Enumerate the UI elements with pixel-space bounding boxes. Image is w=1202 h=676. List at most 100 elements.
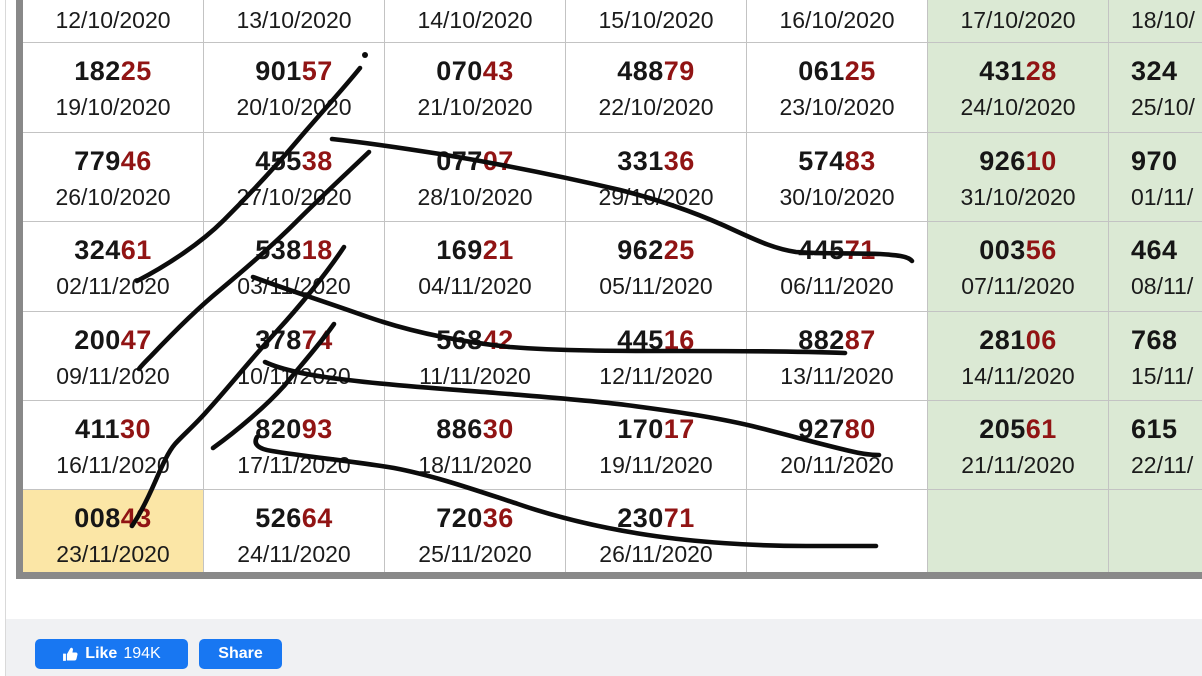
cell-date: 30/10/2020 <box>779 184 895 210</box>
cell-date: 23/10/2020 <box>779 94 895 120</box>
number-black-part: 970 <box>1131 146 1178 176</box>
number-black-part: 720 <box>436 503 483 533</box>
lottery-number: 07043 <box>385 56 565 86</box>
lottery-number: 44516 <box>566 325 746 355</box>
number-red-part: 43 <box>120 503 152 533</box>
lottery-number: 23071 <box>566 503 746 533</box>
lottery-number: 970 <box>1131 146 1202 176</box>
table-cell: 90157 20/10/2020 <box>204 43 385 133</box>
lottery-number: 77946 <box>23 146 203 176</box>
number-black-part: 331 <box>617 146 664 176</box>
cell-date: 26/11/2020 <box>599 541 713 567</box>
cell-date: 12/11/2020 <box>599 363 713 389</box>
table-cell: 57483 30/10/2020 <box>747 133 928 222</box>
cell-date: 18/11/2020 <box>418 452 532 478</box>
cell-date: 27/10/2020 <box>236 184 352 210</box>
number-red-part: 28 <box>1025 56 1057 86</box>
table-cell: 20047 09/11/2020 <box>23 312 204 401</box>
number-black-part: 901 <box>255 56 302 86</box>
cell-date: 25/11/2020 <box>418 541 532 567</box>
cell-date: 23/11/2020 <box>56 541 170 567</box>
thumbs-up-icon <box>62 646 79 663</box>
cell-date: 10/11/2020 <box>237 363 351 389</box>
number-black-part: 170 <box>617 414 664 444</box>
lottery-number: 43128 <box>928 56 1108 86</box>
number-black-part: 455 <box>255 146 302 176</box>
number-black-part: 538 <box>255 235 302 265</box>
lottery-number: 72036 <box>385 503 565 533</box>
table-cell: 77946 26/10/2020 <box>23 133 204 222</box>
table-cell <box>1109 490 1202 572</box>
cell-date: 19/11/2020 <box>599 452 713 478</box>
lottery-number: 41130 <box>23 414 203 444</box>
like-count: 194K <box>123 645 161 662</box>
table-cell: 52664 24/11/2020 <box>204 490 385 572</box>
table-cell: 13/10/2020 <box>204 0 385 43</box>
number-red-part: 38 <box>301 146 333 176</box>
number-red-part: 25 <box>663 235 695 265</box>
share-button[interactable]: Share <box>199 639 282 669</box>
number-black-part: 324 <box>74 235 121 265</box>
table-cell: 44571 06/11/2020 <box>747 222 928 312</box>
table-row: 00843 23/11/2020 52664 24/11/2020 72036 25/11… <box>23 490 1202 572</box>
table-cell: 28106 14/11/2020 <box>928 312 1109 401</box>
lottery-number: 32461 <box>23 235 203 265</box>
number-red-part: 87 <box>844 325 876 355</box>
cell-date: 31/10/2020 <box>960 184 1076 210</box>
number-black-part: 378 <box>255 325 302 355</box>
table-cell: 16921 04/11/2020 <box>385 222 566 312</box>
number-red-part: 18 <box>301 235 333 265</box>
number-black-part: 615 <box>1131 414 1178 444</box>
table-row: 20047 09/11/2020 37874 10/11/2020 56842 11/11… <box>23 312 1202 401</box>
table-cell: 00356 07/11/2020 <box>928 222 1109 312</box>
lottery-number: 06125 <box>747 56 927 86</box>
number-black-part: 962 <box>617 235 664 265</box>
cell-date: 14/10/2020 <box>417 7 533 33</box>
table-cell: 17/10/2020 <box>928 0 1109 43</box>
number-black-part: 003 <box>979 235 1026 265</box>
cell-date: 08/11/ <box>1131 273 1194 299</box>
like-button[interactable]: Like 194K <box>35 639 188 669</box>
number-red-part: 71 <box>663 503 695 533</box>
table-cell: 45538 27/10/2020 <box>204 133 385 222</box>
number-red-part: 30 <box>120 414 152 444</box>
cell-date: 02/11/2020 <box>56 273 170 299</box>
cell-date: 03/11/2020 <box>237 273 351 299</box>
cell-date: 22/10/2020 <box>598 94 714 120</box>
table-cell: 92780 20/11/2020 <box>747 401 928 490</box>
table-cell: 00843 23/11/2020 <box>23 490 204 572</box>
number-black-part: 886 <box>436 414 483 444</box>
table-cell: 33136 29/10/2020 <box>566 133 747 222</box>
table-row: 18225 19/10/2020 90157 20/10/2020 07043 21/10… <box>23 43 1202 133</box>
table-row: 41130 16/11/2020 82093 17/11/2020 88630 18/11… <box>23 401 1202 490</box>
lottery-number: 37874 <box>204 325 384 355</box>
lottery-number: 20047 <box>23 325 203 355</box>
table-cell: 16/10/2020 <box>747 0 928 43</box>
table-cell: 07043 21/10/2020 <box>385 43 566 133</box>
number-black-part: 061 <box>798 56 845 86</box>
cell-date: 13/11/2020 <box>780 363 894 389</box>
lottery-number: 48879 <box>566 56 746 86</box>
table-cell: 17017 19/11/2020 <box>566 401 747 490</box>
number-black-part: 411 <box>74 414 120 444</box>
number-red-part: 61 <box>1025 414 1057 444</box>
number-black-part: 526 <box>255 503 302 533</box>
cell-date: 24/11/2020 <box>237 541 351 567</box>
number-red-part: 36 <box>482 503 514 533</box>
lottery-number: 16921 <box>385 235 565 265</box>
cell-date: 15/11/ <box>1131 363 1194 389</box>
table-cell: 12/10/2020 <box>23 0 204 43</box>
cell-date: 01/11/ <box>1131 184 1194 210</box>
table-cell: 88287 13/11/2020 <box>747 312 928 401</box>
number-red-part: 79 <box>663 56 695 86</box>
number-black-part: 779 <box>74 146 121 176</box>
number-red-part: 43 <box>482 56 514 86</box>
table-cell: 464 08/11/ <box>1109 222 1202 312</box>
cell-date: 18/10/ <box>1131 7 1195 33</box>
lottery-results-table: 12/10/2020 13/10/2020 14/10/2020 15/10/2020… <box>16 0 1202 579</box>
table-cell <box>747 490 928 572</box>
cell-date: 22/11/ <box>1131 452 1194 478</box>
number-black-part: 008 <box>74 503 121 533</box>
lottery-number: 82093 <box>204 414 384 444</box>
